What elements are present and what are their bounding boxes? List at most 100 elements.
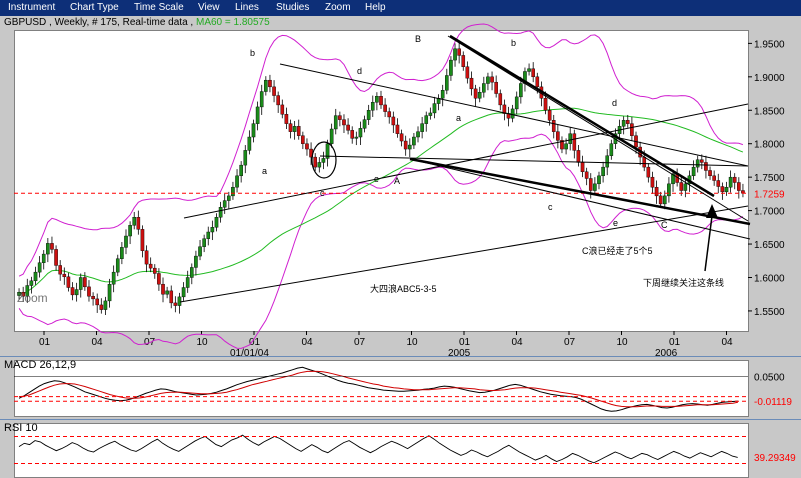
menu-studies[interactable]: Studies <box>276 2 310 13</box>
candle-body <box>642 156 647 168</box>
x-tick-label: 04 <box>92 337 104 348</box>
rsi-plot-area[interactable] <box>14 423 749 478</box>
candle-body <box>564 143 568 150</box>
candle-body <box>46 243 50 255</box>
current-level-bg <box>750 187 800 200</box>
candle-body <box>593 183 597 191</box>
candle-body <box>695 159 700 168</box>
rsi-chart: 39.29349 <box>14 434 796 464</box>
feed-label: Real-time data <box>122 17 188 28</box>
candle-body <box>527 68 531 72</box>
candle-body <box>720 186 725 193</box>
macd-level-label: -0.01119 <box>754 397 792 408</box>
candle-body <box>395 124 400 134</box>
candle-body <box>115 258 120 273</box>
macd-plot-area[interactable] <box>14 360 749 417</box>
menu-chart-type[interactable]: Chart Type <box>70 2 119 13</box>
candle-body <box>161 283 165 295</box>
candle-body <box>198 246 202 257</box>
candle-body <box>580 162 585 173</box>
x-tick-label: 01 <box>459 337 471 348</box>
menu-time-scale[interactable]: Time Scale <box>134 2 184 13</box>
candle-body <box>66 276 71 288</box>
wave-label: B <box>415 34 421 44</box>
zoom-watermark: Zoom <box>17 291 48 305</box>
menu-zoom[interactable]: Zoom <box>325 2 351 13</box>
candle-body <box>354 136 359 139</box>
candle-body <box>148 263 153 269</box>
candle-body <box>654 186 659 197</box>
candle-body <box>440 89 445 99</box>
bollinger-upper-line <box>18 23 744 277</box>
x-tick-label: 01 <box>39 337 51 348</box>
candle-body <box>728 176 733 188</box>
candle-body <box>391 116 396 126</box>
candle-body <box>708 170 712 177</box>
candle-body <box>333 115 338 130</box>
candle-body <box>140 229 145 251</box>
candle-body <box>477 92 482 99</box>
trend-line <box>447 35 749 222</box>
candle-body <box>95 298 100 306</box>
menu-instrument[interactable]: Instrument <box>8 2 56 13</box>
candle-body <box>621 120 626 127</box>
candle-body <box>387 111 392 118</box>
menu-view[interactable]: View <box>198 2 220 13</box>
candle-body <box>490 76 494 83</box>
candle-body <box>667 183 671 197</box>
candle-body <box>407 144 412 150</box>
candle-body <box>457 48 461 56</box>
candle-body <box>399 133 404 142</box>
y-tick-label: 1.9500 <box>754 39 785 50</box>
candle-body <box>17 292 21 296</box>
candle-body <box>107 283 112 302</box>
wave-label: c <box>548 202 553 212</box>
candle-body <box>21 292 25 297</box>
menu-help[interactable]: Help <box>365 2 386 13</box>
candle-body <box>646 166 651 178</box>
candle-body <box>346 124 350 131</box>
wave-label: e <box>613 218 618 228</box>
candle-body <box>74 289 79 296</box>
candle-body <box>358 128 363 138</box>
candle-body <box>194 255 198 268</box>
candle-body <box>449 59 453 76</box>
price-plot-area[interactable] <box>14 30 749 332</box>
x-tick-label: 10 <box>617 337 629 348</box>
candle-body <box>576 150 581 163</box>
candle-body <box>547 110 552 121</box>
x-tick-label: 04 <box>722 337 734 348</box>
candle-body <box>630 123 634 136</box>
rsi-line <box>18 434 738 464</box>
candle-body <box>379 96 383 106</box>
y-tick-label: 1.6000 <box>754 273 785 284</box>
candle-body <box>288 123 293 132</box>
menu-lines[interactable]: Lines <box>235 2 259 13</box>
candle-body <box>362 119 367 129</box>
trend-line <box>183 103 749 219</box>
candle-body <box>601 166 605 177</box>
note-wave-four: 大四浪ABC5-3-5 <box>370 283 437 294</box>
candle-body <box>181 287 186 298</box>
candle-body <box>650 176 655 188</box>
macd-title: MACD 26,12,9 <box>4 359 77 371</box>
candle-body <box>412 136 416 146</box>
candle-body <box>432 103 437 114</box>
candle-body <box>724 186 729 193</box>
candle-body <box>350 130 355 139</box>
candle-body <box>301 135 305 144</box>
candle-body <box>716 180 721 187</box>
candle-body <box>157 273 161 285</box>
candle-body <box>420 123 424 132</box>
candle-body <box>272 86 276 96</box>
arrow-shaft <box>704 215 713 272</box>
candle-body <box>132 217 137 226</box>
candle-body <box>662 195 667 205</box>
x-year-label: 2006 <box>655 348 678 356</box>
candle-body <box>292 126 297 132</box>
candle-body <box>152 267 157 274</box>
rsi-pane: RSI 10 39.29349 <box>0 420 801 478</box>
macd-chart: 0.0500 -0.01119 <box>14 366 792 412</box>
candle-body <box>165 290 169 295</box>
price-chart: 1.9500 1.9000 1.8500 1.8000 1.7500 1.7000 1.65… <box>14 23 800 356</box>
